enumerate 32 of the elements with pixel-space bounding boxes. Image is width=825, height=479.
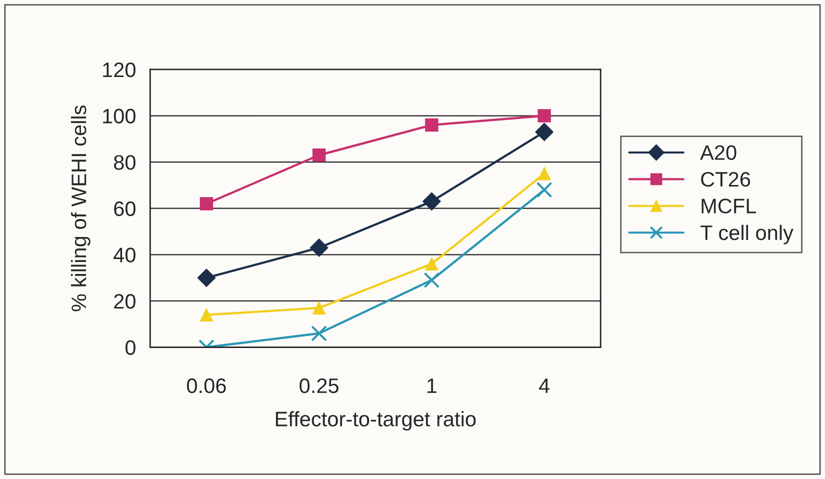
y-tick-label: 0 — [125, 340, 136, 356]
point — [425, 118, 438, 132]
legend-label: T cell only — [700, 224, 794, 244]
y-tick-label: 20 — [114, 294, 136, 309]
point — [200, 197, 214, 210]
x-axis-title: Effector-to-target ratio — [276, 411, 476, 431]
point — [536, 182, 552, 198]
point — [312, 148, 326, 162]
point — [538, 109, 551, 122]
point — [424, 272, 440, 288]
legend-label: A20 — [700, 145, 736, 160]
point — [425, 257, 438, 271]
y-tick-label: 80 — [114, 155, 136, 170]
x-tick-label: 4 — [538, 378, 550, 393]
point — [312, 301, 326, 315]
y-axis-title: % killing of WEHI cells — [70, 106, 90, 312]
point — [311, 325, 328, 342]
point — [538, 167, 551, 180]
point — [310, 238, 328, 257]
legend-label: CT26 — [701, 172, 750, 187]
y-tick-label: 100 — [103, 108, 136, 124]
point — [200, 308, 214, 322]
point — [535, 122, 554, 142]
y-tick-label: 60 — [114, 201, 136, 216]
x-tick-label: 1 — [427, 378, 436, 393]
x-tick-label: 0.25 — [300, 378, 338, 394]
y-tick-label: 120 — [103, 62, 136, 78]
legend-label: MCFL — [702, 198, 756, 214]
x-tick-label: 0.06 — [187, 378, 226, 394]
y-tick-label: 40 — [114, 248, 136, 262]
point — [422, 192, 441, 211]
point — [197, 268, 216, 288]
